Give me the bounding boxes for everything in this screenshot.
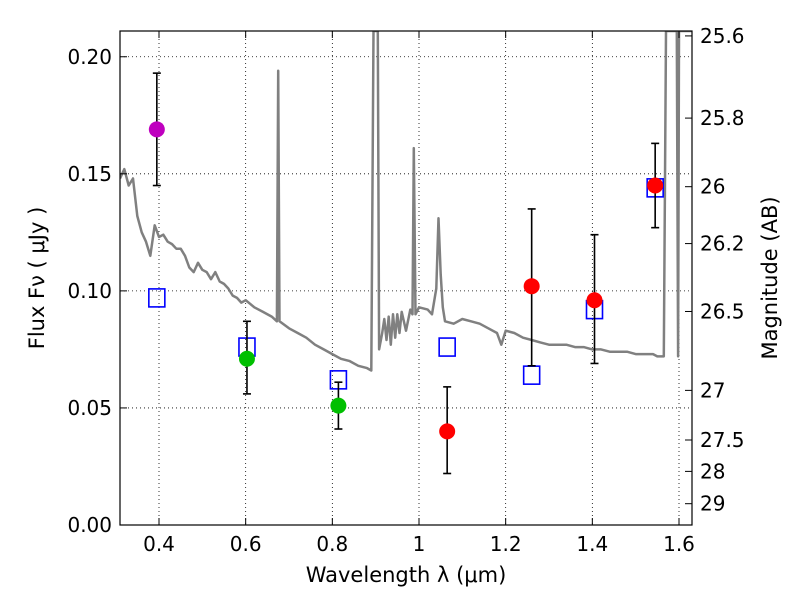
x-tick-label: 1 bbox=[413, 532, 426, 556]
y2-tick-label: 28 bbox=[700, 459, 725, 483]
grid-layer bbox=[120, 31, 692, 526]
model-point-square bbox=[438, 337, 456, 357]
x-tick-label: 0.4 bbox=[143, 532, 175, 556]
y2-tick-label: 26.5 bbox=[700, 299, 745, 323]
model-sed-layer bbox=[120, 31, 692, 372]
y-tick-label: 0.10 bbox=[67, 279, 112, 303]
x-tick-label: 1.2 bbox=[490, 532, 522, 556]
marker-layer bbox=[148, 72, 664, 475]
observed-point bbox=[330, 397, 347, 414]
observed-point bbox=[647, 177, 664, 194]
y2-tick-label: 26.2 bbox=[700, 232, 745, 256]
observed-point bbox=[586, 292, 603, 309]
model-point-square bbox=[148, 288, 166, 308]
tick-layer: 0.4 0.6 0.8 1 1.2 1.4 1.6 0.00 0.05 0.10 0.15 0.20 2… bbox=[67, 24, 744, 556]
y-axis-title: Flux Fν ( μJy ) bbox=[25, 207, 49, 350]
x-tick-label: 1.4 bbox=[576, 532, 608, 556]
x-tick-label: 0.8 bbox=[316, 532, 348, 556]
model-point-square bbox=[522, 365, 541, 385]
y2-tick-label: 26 bbox=[700, 175, 725, 199]
y-tick-label: 0.15 bbox=[67, 162, 112, 186]
observed-point bbox=[523, 278, 540, 295]
model-sed-line bbox=[120, 31, 692, 372]
observed-point bbox=[238, 350, 255, 367]
y2-tick-label: 27 bbox=[700, 378, 725, 402]
observed-point bbox=[148, 121, 165, 138]
x-axis-title: Wavelength λ (μm) bbox=[306, 563, 507, 587]
y2-axis-title: Magnitude (AB) bbox=[758, 196, 782, 359]
y-tick-label: 0.20 bbox=[67, 45, 112, 69]
y2-tick-label: 29 bbox=[700, 492, 725, 516]
x-tick-label: 0.6 bbox=[230, 532, 262, 556]
y2-tick-label: 27.5 bbox=[700, 428, 745, 452]
observed-point bbox=[439, 423, 456, 440]
plot-frame bbox=[119, 30, 693, 526]
y-tick-label: 0.00 bbox=[67, 513, 112, 537]
y2-tick-label: 25.6 bbox=[700, 24, 745, 48]
y-tick-label: 0.05 bbox=[67, 396, 112, 420]
x-tick-label: 1.6 bbox=[663, 532, 695, 556]
y2-tick-label: 25.8 bbox=[700, 106, 745, 130]
